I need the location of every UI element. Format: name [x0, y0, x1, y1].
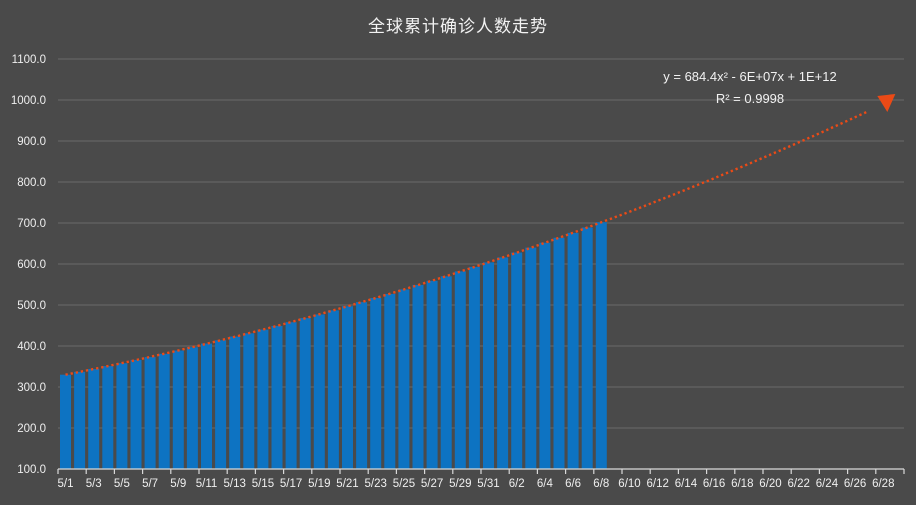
y-axis-tick-label: 500.0 — [17, 300, 46, 312]
bar-5/16[interactable] — [271, 325, 283, 469]
bar-6/7[interactable] — [581, 227, 593, 469]
bar-5/2[interactable] — [74, 371, 86, 469]
x-axis-tick-label: 5/13 — [224, 478, 246, 490]
chart-title: 全球累计确诊人数走势 — [368, 17, 548, 36]
bar-5/23[interactable] — [370, 298, 382, 469]
bar-5/3[interactable] — [88, 368, 100, 469]
bar-5/20[interactable] — [327, 310, 339, 469]
bar-5/17[interactable] — [285, 322, 297, 469]
y-axis-tick-label: 300.0 — [17, 382, 46, 394]
bar-5/5[interactable] — [116, 363, 128, 469]
bar-5/6[interactable] — [130, 359, 142, 469]
bar-5/25[interactable] — [398, 289, 410, 469]
x-axis-tick-label: 5/25 — [393, 478, 415, 490]
bar-5/30[interactable] — [468, 266, 480, 469]
x-axis-tick-label: 6/2 — [509, 478, 525, 490]
bar-6/8[interactable] — [595, 222, 607, 469]
x-axis-tick-label: 5/31 — [477, 478, 499, 490]
x-axis-tick-label: 6/20 — [759, 478, 781, 490]
y-axis-tick-label: 900.0 — [17, 136, 46, 148]
x-axis-tick-label: 6/14 — [675, 478, 698, 490]
bar-5/14[interactable] — [243, 333, 255, 469]
bar-6/4[interactable] — [539, 242, 551, 469]
x-axis-tick-label: 6/24 — [816, 478, 839, 490]
bar-5/15[interactable] — [257, 329, 269, 469]
x-axis-tick-label: 5/29 — [449, 478, 471, 490]
y-axis-tick-label: 700.0 — [17, 218, 46, 230]
trendline-arrowhead-icon — [877, 93, 896, 112]
bar-5/9[interactable] — [172, 350, 184, 469]
x-axis-tick-label: 6/22 — [788, 478, 810, 490]
x-axis-tick-label: 6/4 — [537, 478, 554, 490]
y-axis-tick-label: 1000.0 — [11, 95, 46, 107]
x-axis-tick-label: 6/10 — [618, 478, 640, 490]
x-axis-tick-label: 6/12 — [647, 478, 669, 490]
bar-6/1[interactable] — [497, 257, 509, 469]
x-axis-tick-label: 5/9 — [170, 478, 186, 490]
x-axis-tick-label: 5/11 — [196, 478, 218, 490]
trendline-equation-label: y = 684.4x² - 6E+07x + 1E+12 R² = 0.9998 — [610, 66, 890, 110]
bar-5/24[interactable] — [384, 293, 396, 469]
bar-5/1[interactable] — [60, 374, 71, 469]
x-axis-tick-label: 5/27 — [421, 478, 443, 490]
x-axis-tick-label: 5/1 — [58, 478, 74, 490]
x-axis-tick-label: 5/19 — [308, 478, 330, 490]
x-axis-tick-label: 6/8 — [593, 478, 609, 490]
x-axis-tick-label: 5/21 — [336, 478, 358, 490]
bar-6/5[interactable] — [553, 237, 565, 469]
y-axis-tick-label: 400.0 — [17, 341, 46, 353]
y-axis-tick-label: 1100.0 — [12, 54, 46, 66]
bar-5/19[interactable] — [313, 314, 325, 469]
bar-5/29[interactable] — [454, 271, 466, 469]
y-axis-tick-label: 800.0 — [17, 177, 46, 189]
bar-5/26[interactable] — [412, 284, 424, 469]
bar-5/11[interactable] — [201, 343, 212, 469]
bar-5/22[interactable] — [356, 302, 368, 469]
bar-5/12[interactable] — [215, 340, 227, 469]
bar-5/21[interactable] — [342, 306, 353, 469]
x-axis-tick-label: 5/23 — [365, 478, 387, 490]
bar-5/28[interactable] — [440, 276, 452, 469]
trendline[interactable] — [65, 111, 867, 376]
bar-5/8[interactable] — [158, 353, 170, 469]
x-axis-tick-label: 5/15 — [252, 478, 274, 490]
x-axis-tick-label: 6/18 — [731, 478, 753, 490]
x-axis-tick-label: 5/7 — [142, 478, 158, 490]
x-axis-tick-label: 5/3 — [86, 478, 102, 490]
bar-6/3[interactable] — [525, 247, 537, 469]
x-axis-tick-label: 6/6 — [565, 478, 581, 490]
bar-5/27[interactable] — [426, 280, 438, 469]
bar-5/10[interactable] — [186, 347, 198, 469]
bar-5/18[interactable] — [299, 318, 311, 469]
bar-5/7[interactable] — [144, 357, 156, 469]
y-axis-tick-label: 600.0 — [17, 259, 46, 271]
x-axis-tick-label: 5/5 — [114, 478, 130, 490]
x-axis-tick-label: 6/26 — [844, 478, 866, 490]
y-axis-tick-label: 100.0 — [17, 464, 46, 476]
x-axis-tick-label: 6/28 — [872, 478, 894, 490]
bar-5/13[interactable] — [229, 336, 241, 469]
y-axis-tick-label: 200.0 — [17, 423, 46, 435]
bar-6/6[interactable] — [567, 232, 579, 469]
x-axis-tick-label: 6/16 — [703, 478, 725, 490]
trendline-r2-text: R² = 0.9998 — [715, 91, 785, 106]
bar-5/4[interactable] — [102, 366, 114, 469]
x-axis-tick-label: 5/17 — [280, 478, 302, 490]
bar-6/2[interactable] — [511, 252, 523, 469]
trendline-equation-text: y = 684.4x² - 6E+07x + 1E+12 — [663, 69, 837, 84]
bar-5/31[interactable] — [483, 262, 494, 469]
